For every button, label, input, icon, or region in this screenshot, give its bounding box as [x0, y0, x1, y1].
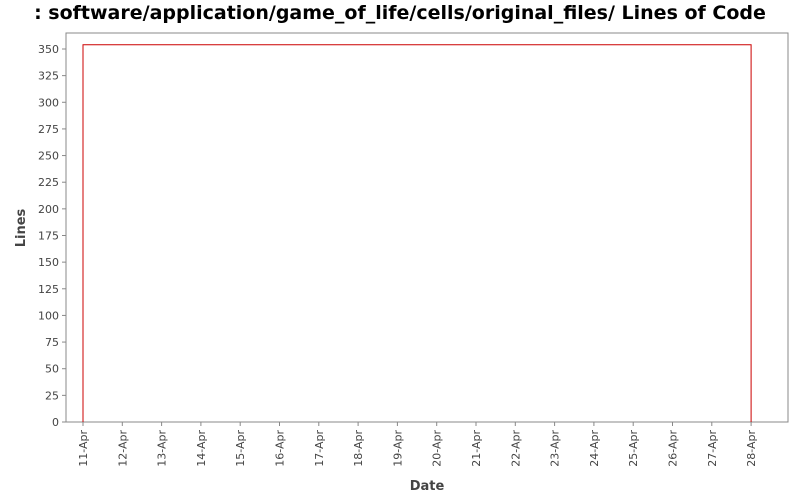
x-tick-label: 24-Apr [588, 430, 601, 467]
x-tick-label: 12-Apr [116, 430, 129, 467]
y-tick-label: 25 [45, 389, 59, 402]
series-line [82, 44, 752, 422]
y-tick-label: 250 [38, 150, 59, 163]
y-tick-label: 75 [45, 336, 59, 349]
y-tick-label: 175 [38, 229, 59, 242]
x-axis: 11-Apr 12-Apr 13-Apr 14-Apr 15-Apr 16-Apr 17-A… [77, 422, 758, 467]
x-tick-label: 11-Apr [77, 430, 90, 467]
y-tick-label: 275 [38, 123, 59, 136]
y-tick-label: 0 [52, 416, 59, 429]
y-tick-label: 100 [38, 309, 59, 322]
x-tick-label: 22-Apr [509, 430, 522, 467]
x-tick-label: 17-Apr [313, 430, 326, 467]
series-layer [82, 44, 752, 422]
x-tick-label: 27-Apr [706, 430, 719, 467]
y-tick-label: 125 [38, 283, 59, 296]
plot-area [65, 32, 789, 423]
chart-title: : software/application/game_of_life/cell… [34, 2, 766, 24]
x-tick-label: 21-Apr [470, 430, 483, 467]
x-tick-label: 16-Apr [274, 430, 287, 467]
y-tick-label: 150 [38, 256, 59, 269]
x-tick-label: 28-Apr [745, 430, 758, 467]
y-tick-label: 300 [38, 96, 59, 109]
x-tick-label: 20-Apr [431, 430, 444, 467]
x-tick-label: 18-Apr [352, 430, 365, 467]
x-tick-label: 14-Apr [195, 430, 208, 467]
y-axis-title: Lines [14, 208, 29, 247]
y-tick-label: 50 [45, 363, 59, 376]
x-axis-title: Date [410, 479, 445, 494]
y-tick-label: 225 [38, 176, 59, 189]
y-axis: 0 25 50 75 100 125 150 175 200 225 250 275 300 325 350 [38, 43, 66, 429]
y-tick-label: 325 [38, 70, 59, 83]
x-tick-label: 23-Apr [549, 430, 562, 467]
y-tick-label: 350 [38, 43, 59, 56]
x-tick-label: 26-Apr [667, 430, 680, 467]
x-tick-label: 15-Apr [234, 430, 247, 467]
x-tick-label: 13-Apr [156, 430, 169, 467]
x-tick-label: 25-Apr [627, 430, 640, 467]
x-tick-label: 19-Apr [391, 430, 404, 467]
y-tick-label: 200 [38, 203, 59, 216]
